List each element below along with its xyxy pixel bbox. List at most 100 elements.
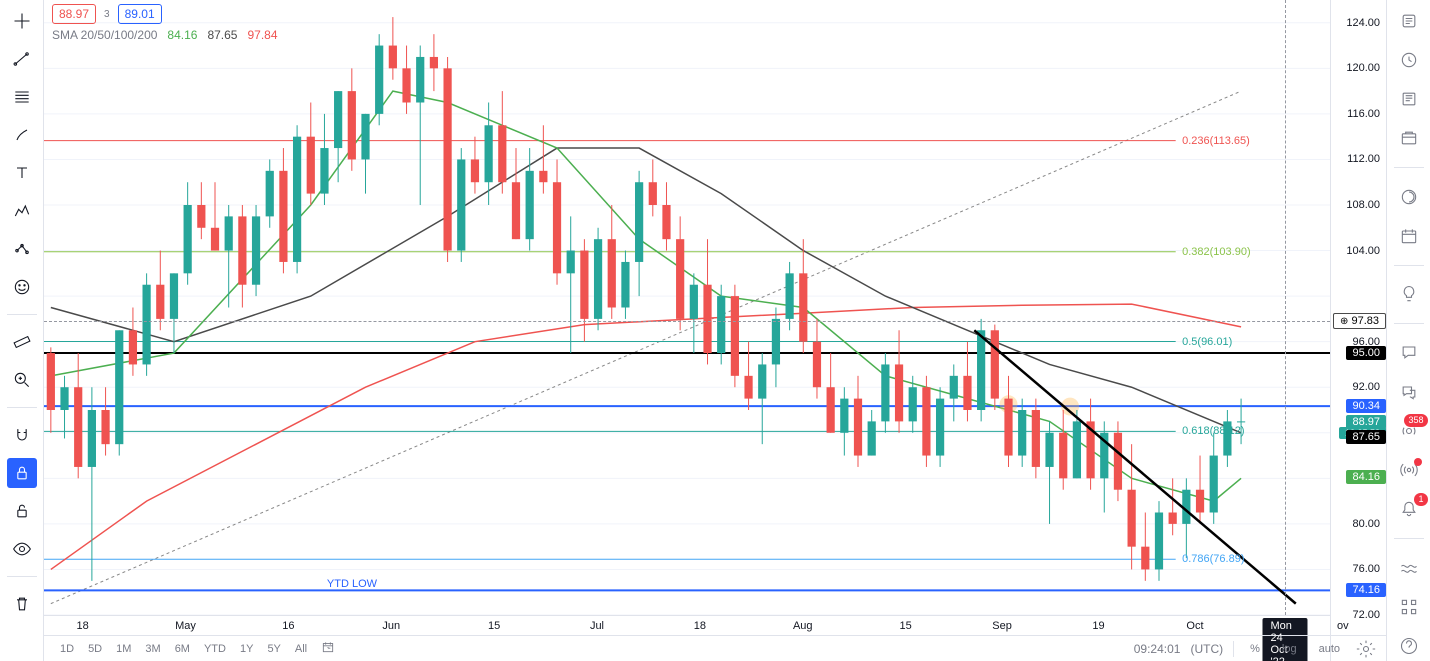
x-tick-label: 18 (76, 620, 88, 632)
bid-price[interactable]: 88.97 (52, 4, 96, 24)
clock-time: 09:24:01 (1134, 642, 1181, 656)
main-chart-panel: 88.97 3 89.01 SMA 20/50/100/200 84.16 87… (44, 0, 1386, 661)
y-tick-label: 116.00 (1347, 108, 1380, 120)
ytd-low-label: YTD LOW (327, 578, 377, 590)
sma-legend: SMA 20/50/100/200 84.16 87.65 97.84 (52, 28, 278, 42)
help-icon[interactable] (1394, 632, 1424, 661)
price-tag: 74.16 (1346, 583, 1386, 597)
timeframe-6M[interactable]: 6M (169, 640, 196, 658)
y-tick-label: 124.00 (1346, 17, 1380, 29)
timeframe-1Y[interactable]: 1Y (234, 640, 259, 658)
x-tick-label: Sep (992, 620, 1012, 632)
ask-price[interactable]: 89.01 (118, 4, 162, 24)
y-tick-label: 76.00 (1352, 563, 1380, 575)
ideas-icon[interactable] (1394, 280, 1424, 309)
watchlist-icon[interactable] (1394, 6, 1424, 35)
x-tick-label: 19 (1092, 620, 1104, 632)
y-tick-label: 80.00 (1352, 518, 1380, 530)
timeframe-1M[interactable]: 1M (110, 640, 137, 658)
x-tick-label: Jun (382, 620, 400, 632)
symbol-header: 88.97 3 89.01 (52, 4, 162, 24)
spread: 3 (104, 9, 110, 20)
y-tick-label: 108.00 (1346, 199, 1380, 211)
sma200-value: 97.84 (247, 28, 277, 42)
fib-level-label: 0.618(88.12) (1182, 425, 1244, 437)
y-tick-label: 72.00 (1352, 609, 1380, 621)
zoom-tool-icon[interactable] (7, 365, 37, 395)
x-tick-label: Oct (1186, 620, 1203, 632)
price-tag: 95.00 (1346, 346, 1386, 360)
stream-badge: 358 (1404, 414, 1427, 427)
price-tag: 90.34 (1346, 399, 1386, 413)
trendline-tool-icon[interactable] (7, 44, 37, 74)
x-tick-label: Aug (793, 620, 813, 632)
sma20-value: 84.16 (167, 28, 197, 42)
percent-button[interactable]: % (1244, 640, 1266, 658)
bottom-bar: 1D5D1M3M6MYTD1Y5YAll 09:24:01 (UTC) % lo… (44, 635, 1386, 661)
pine-icon[interactable] (1394, 182, 1424, 211)
x-tick-label: 15 (899, 620, 911, 632)
chat2-icon[interactable] (1394, 377, 1424, 406)
x-tick-label: 16 (282, 620, 294, 632)
grid-icon[interactable] (1394, 592, 1424, 621)
lock2-tool-icon[interactable] (7, 496, 37, 526)
timeframe-1D[interactable]: 1D (54, 640, 80, 658)
forecast-tool-icon[interactable] (7, 234, 37, 264)
sma-label: SMA 20/50/100/200 (52, 28, 157, 42)
y-tick-label: 112.00 (1347, 153, 1380, 165)
chart-area[interactable]: 88.97 3 89.01 SMA 20/50/100/200 84.16 87… (44, 0, 1386, 661)
timeframe-5Y[interactable]: 5Y (261, 640, 286, 658)
x-tick-label: May (175, 620, 196, 632)
calendar-icon[interactable] (1394, 221, 1424, 250)
trash-tool-icon[interactable] (7, 589, 37, 619)
price-tag[interactable]: ⊕ 97.83 (1333, 313, 1386, 329)
y-tick-label: 104.00 (1346, 245, 1380, 257)
lock-tool-icon[interactable] (7, 458, 37, 488)
timeframe-All[interactable]: All (289, 640, 313, 658)
y-tick-label: 120.00 (1346, 62, 1380, 74)
timeframe-YTD[interactable]: YTD (198, 640, 232, 658)
left-toolbar (0, 0, 44, 661)
sma50-value: 87.65 (207, 28, 237, 42)
fib-tool-icon[interactable] (7, 82, 37, 112)
fib-level-label: 0.786(76.89) (1182, 553, 1244, 565)
x-tick-label: Jul (590, 620, 604, 632)
right-toolbar: 358 1 (1386, 0, 1430, 661)
emoji-tool-icon[interactable] (7, 272, 37, 302)
x-tick-label: 18 (694, 620, 706, 632)
brush-tool-icon[interactable] (7, 120, 37, 150)
fib-level-label: 0.5(96.01) (1182, 336, 1232, 348)
price-tag: 84.16 (1346, 470, 1386, 484)
news-icon[interactable] (1394, 85, 1424, 114)
goto-date-icon[interactable] (315, 637, 341, 660)
hotlist-icon[interactable] (1394, 124, 1424, 153)
bell-icon[interactable]: 1 (1394, 495, 1424, 524)
magnet-tool-icon[interactable] (7, 420, 37, 450)
y-axis[interactable]: 124.00120.00116.00112.00108.00104.0096.0… (1330, 0, 1386, 661)
fib-level-label: 0.236(113.65) (1182, 135, 1250, 147)
eye-tool-icon[interactable] (7, 534, 37, 564)
timeframe-5D[interactable]: 5D (82, 640, 108, 658)
x-tick-label: 15 (488, 620, 500, 632)
bottom-right-options: 09:24:01 (UTC) % log auto (1134, 639, 1376, 659)
text-tool-icon[interactable] (7, 158, 37, 188)
timezone: (UTC) (1190, 642, 1223, 656)
chart-plot[interactable] (44, 0, 1330, 615)
auto-button[interactable]: auto (1313, 640, 1346, 658)
chat-icon[interactable] (1394, 338, 1424, 367)
ruler-tool-icon[interactable] (7, 327, 37, 357)
pattern-tool-icon[interactable] (7, 196, 37, 226)
x-axis[interactable]: Mon 24 Oct '22 18May16Jun15Jul18Aug15Sep… (44, 615, 1330, 635)
log-button[interactable]: log (1276, 640, 1303, 658)
settings-gear-icon[interactable] (1356, 639, 1376, 659)
waves-icon[interactable] (1394, 553, 1424, 582)
broadcast-dot (1414, 458, 1422, 466)
alerts-icon[interactable] (1394, 45, 1424, 74)
broadcast-icon[interactable] (1394, 456, 1424, 485)
stream-icon[interactable]: 358 (1394, 416, 1424, 445)
crosshair-tool-icon[interactable] (7, 6, 37, 36)
y-tick-label: 92.00 (1352, 381, 1380, 393)
timeframe-3M[interactable]: 3M (139, 640, 166, 658)
x-tick-label: ov (1337, 620, 1349, 632)
bell-badge: 1 (1414, 493, 1427, 506)
